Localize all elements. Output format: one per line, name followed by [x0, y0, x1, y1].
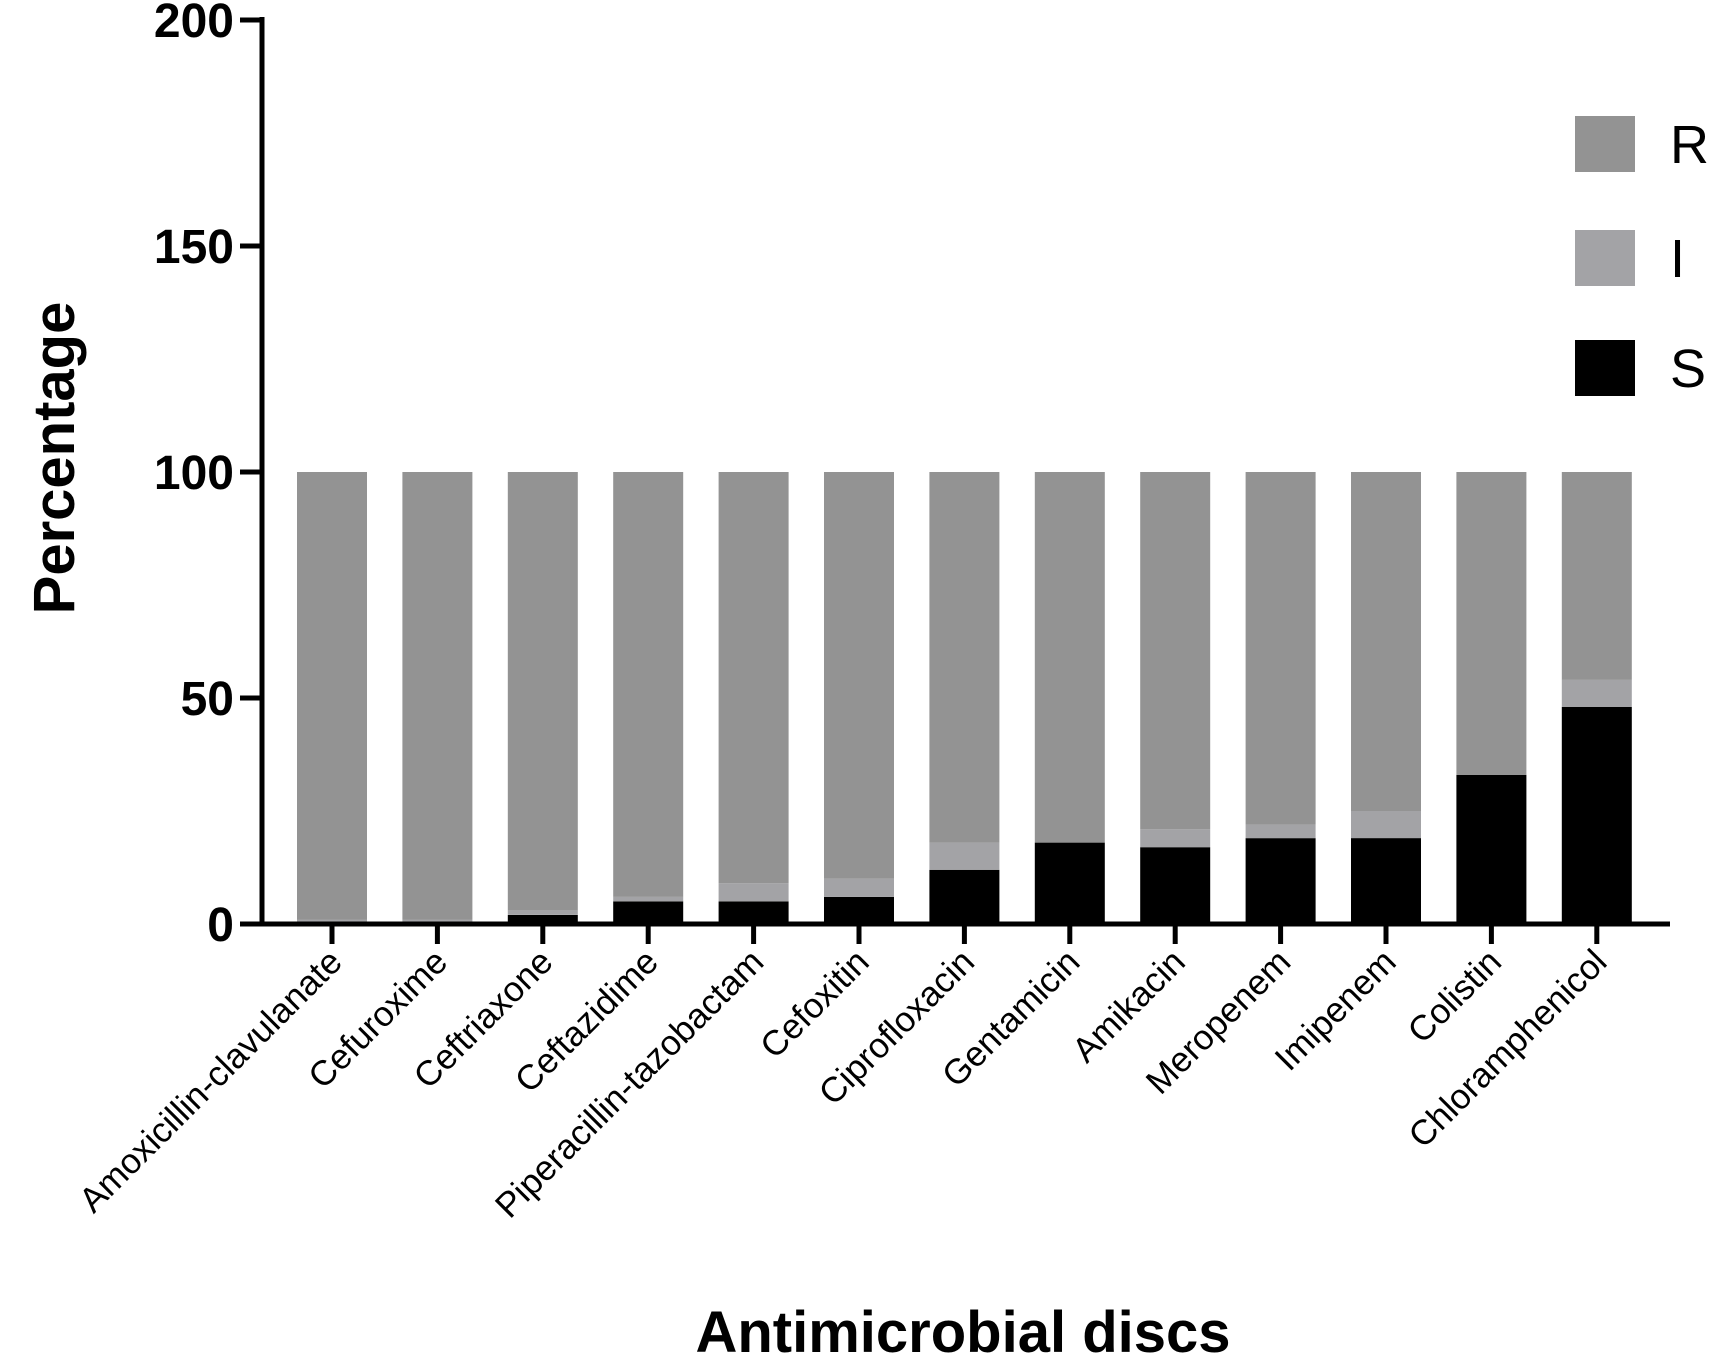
- bar-segment-s: [507, 915, 578, 924]
- bar-group: [507, 472, 578, 924]
- bar-segment-s: [1034, 842, 1105, 924]
- bar-group: [613, 472, 684, 924]
- bar-group: [1245, 472, 1316, 924]
- bar-segment-s: [824, 896, 894, 924]
- bar-segment-s: [1456, 774, 1527, 924]
- bar-segment-r: [1561, 472, 1632, 680]
- bar-group: [402, 472, 473, 924]
- bar-segment-s: [1561, 707, 1632, 924]
- bar-group: [297, 472, 367, 924]
- legend-label: R: [1670, 115, 1709, 175]
- bar-segment-s: [613, 901, 684, 924]
- bar-segment-r: [1351, 472, 1421, 811]
- bar-segment-r: [718, 472, 789, 884]
- y-tick-label: 0: [207, 899, 234, 952]
- bar-group: [1561, 472, 1632, 924]
- bar-group: [824, 472, 894, 924]
- y-tick-label: 100: [154, 447, 234, 500]
- bar-segment-r: [402, 472, 473, 920]
- x-tick-label: Chloramphenicol: [1401, 942, 1614, 1155]
- bar-segment-i: [613, 896, 684, 902]
- legend-item-s: S: [1575, 339, 1706, 399]
- bar-segment-i: [718, 883, 789, 902]
- bar-segment-r: [1245, 472, 1316, 825]
- legend-item-i: I: [1575, 229, 1685, 289]
- y-tick-label: 200: [154, 0, 234, 48]
- bar-segment-i: [929, 842, 1000, 870]
- bar-segment-i: [1245, 824, 1316, 839]
- legend-swatch: [1575, 230, 1635, 286]
- bar-segment-r: [1456, 472, 1527, 775]
- bar-segment-i: [824, 878, 894, 897]
- bar-segment-r: [824, 472, 894, 879]
- legend-item-r: R: [1575, 115, 1709, 175]
- bar-segment-i: [1561, 679, 1632, 707]
- bar-segment-s: [929, 869, 1000, 924]
- bar-group: [1351, 472, 1421, 924]
- legend-swatch: [1575, 340, 1635, 396]
- x-tick-label: Amoxicillin-clavulanate: [72, 942, 350, 1220]
- y-tick-label: 150: [154, 221, 234, 274]
- bar-group: [718, 472, 789, 924]
- bar-segment-s: [718, 901, 789, 924]
- x-tick-label: Colistin: [1400, 942, 1509, 1051]
- legend-label: S: [1670, 339, 1706, 399]
- bar-group: [1456, 472, 1527, 924]
- bar-segment-i: [1140, 829, 1211, 848]
- bar-group: [929, 472, 1000, 924]
- legend-label: I: [1670, 229, 1685, 289]
- bar-group: [1140, 472, 1211, 924]
- bar-segment-r: [1140, 472, 1211, 830]
- bar-segment-r: [507, 472, 578, 911]
- bar-group: [1034, 472, 1105, 924]
- bar-segment-s: [1140, 847, 1211, 924]
- legend-swatch: [1575, 116, 1635, 172]
- bar-segment-s: [1351, 838, 1421, 924]
- bar-segment-r: [1034, 472, 1105, 843]
- bar-segment-i: [507, 910, 578, 915]
- bar-segment-r: [297, 472, 367, 920]
- y-axis-title: Percentage: [22, 302, 87, 615]
- bar-segment-r: [613, 472, 684, 897]
- y-tick-label: 50: [181, 673, 234, 726]
- x-axis-title: Antimicrobial discs: [695, 1300, 1230, 1360]
- bar-segment-r: [929, 472, 1000, 843]
- bar-segment-i: [1351, 811, 1421, 839]
- bar-segment-s: [1245, 838, 1316, 924]
